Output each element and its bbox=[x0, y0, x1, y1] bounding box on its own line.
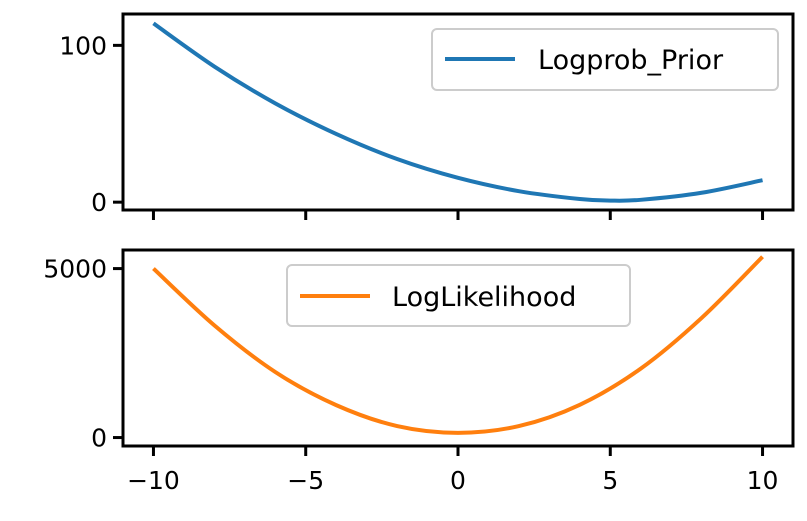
bottom-series-line-loglikelihood bbox=[152, 255, 764, 435]
top-ytick-label: 100 bbox=[59, 31, 107, 60]
top-plot-frame bbox=[121, 12, 795, 212]
bottom-xtick-label: −5 bbox=[287, 466, 324, 495]
bottom-xtick-label: 10 bbox=[747, 466, 779, 495]
bottom-legend: LogLikelihood bbox=[286, 264, 631, 327]
top-ytick-label: 0 bbox=[91, 188, 107, 217]
top-axis-ticks: 0 100 bbox=[59, 31, 765, 220]
top-legend-box bbox=[431, 28, 779, 91]
bottom-xtick-label: 0 bbox=[450, 466, 466, 495]
bottom-legend-label: LogLikelihood bbox=[392, 282, 576, 313]
bottom-ytick-label: 5000 bbox=[43, 255, 107, 284]
bottom-panel: 0 5000 −10 −5 0 5 10 LogLikelihood bbox=[43, 248, 795, 495]
top-legend-label: Logprob_Prior bbox=[538, 45, 724, 76]
top-series-line-logprob-prior bbox=[152, 21, 763, 203]
top-panel: 0 100 Logprob_Prior bbox=[59, 12, 795, 220]
bottom-plot-frame bbox=[121, 248, 795, 448]
bottom-xtick-label: 5 bbox=[602, 466, 618, 495]
top-legend: Logprob_Prior bbox=[431, 28, 779, 91]
bottom-legend-box bbox=[286, 264, 631, 327]
bottom-xtick-label: −10 bbox=[127, 466, 180, 495]
bottom-ytick-label: 0 bbox=[91, 424, 107, 453]
bottom-axis-ticks: 0 5000 −10 −5 0 5 10 bbox=[43, 255, 778, 495]
